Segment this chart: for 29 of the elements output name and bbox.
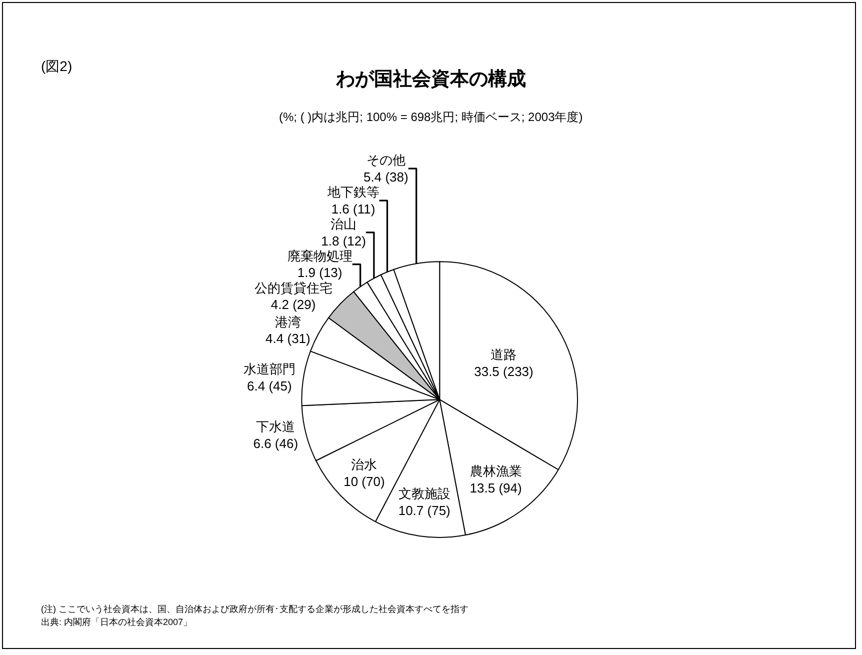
slice-label: 廃棄物処理	[287, 248, 352, 264]
slice-label: 文教施設	[398, 486, 450, 502]
slice-label: 港湾	[274, 314, 301, 330]
data-label: 6.4 (45)	[247, 378, 292, 394]
slice-label: 治山	[330, 216, 357, 232]
data-label: 5.4 (38)	[364, 170, 408, 185]
data-label: 1.9 (13)	[297, 265, 342, 280]
data-label: 1.8 (12)	[321, 233, 366, 248]
source-note: 出典: 内閣府「日本の社会資本2007」	[41, 617, 192, 627]
data-label: 6.6 (46)	[253, 436, 298, 451]
slice-label: 道路	[490, 347, 517, 362]
slice-label: 公的賃貸住宅	[254, 280, 332, 296]
data-label: 4.2 (29)	[270, 297, 316, 312]
data-label: 13.5 (94)	[470, 480, 522, 496]
slice-label: 農林漁業	[470, 464, 522, 479]
slice-label: 水道部門	[243, 362, 296, 377]
slice-label: その他	[366, 152, 406, 168]
slice-label: 下水道	[256, 418, 296, 434]
chart-title: わが国社会資本の構成	[335, 68, 526, 90]
data-label: 4.4 (31)	[266, 331, 310, 346]
data-label: 10.7 (75)	[398, 503, 450, 518]
text: (注) ここでいう社会資本は、国、自治体および政府が所有･支配する企業が形成した社会資本すべてを指す	[41, 604, 468, 614]
slice-label: 地下鉄等	[326, 184, 380, 200]
text: (図2)	[41, 58, 72, 74]
slice-label: 治水	[351, 457, 378, 472]
chart-subtitle: (%; ( )内は兆円; 100% = 698兆円; 時価ベース; 2003年度)	[279, 110, 583, 124]
data-label: 1.6 (11)	[331, 201, 376, 216]
data-label: 33.5 (233)	[474, 364, 534, 379]
data-label: 10 (70)	[344, 474, 385, 490]
